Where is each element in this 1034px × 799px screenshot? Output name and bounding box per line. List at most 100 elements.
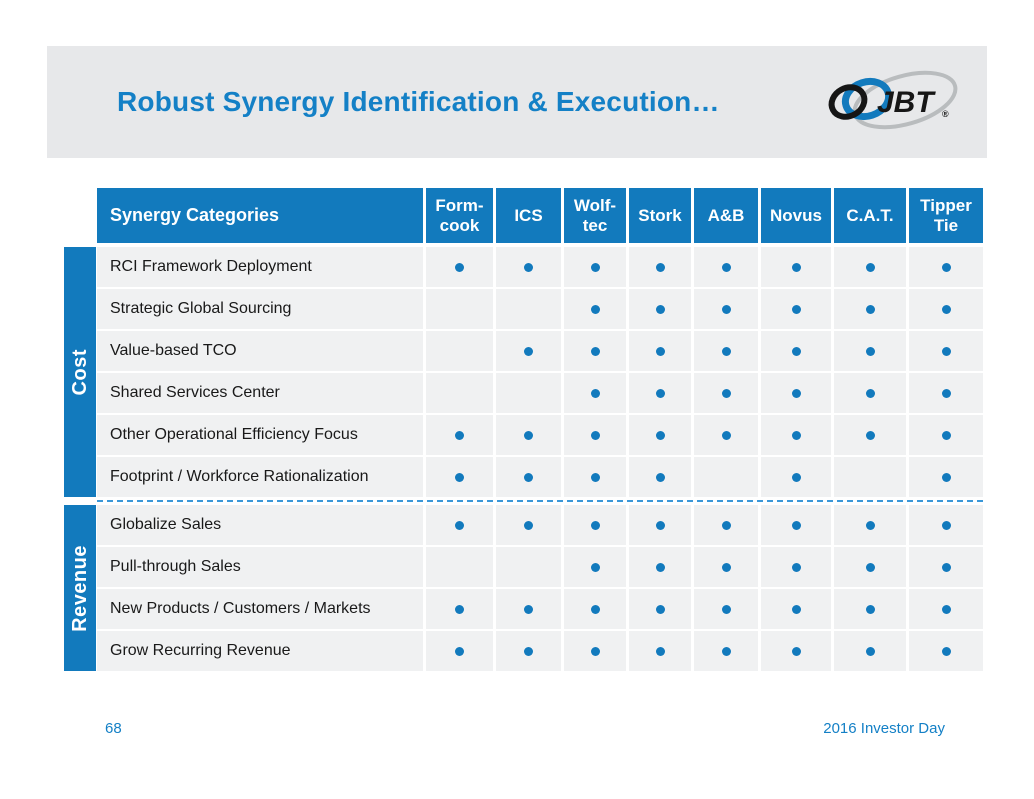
dot-cell — [564, 505, 626, 545]
dot-cell — [496, 589, 561, 629]
dot-icon — [865, 388, 875, 398]
section-label-cost: Cost — [68, 348, 91, 396]
dot-icon — [941, 472, 951, 482]
empty-cell — [496, 373, 561, 413]
dot-cell — [761, 289, 831, 329]
dot-cell — [629, 457, 691, 497]
dot-cell — [629, 505, 691, 545]
category-cell: Globalize Sales — [97, 505, 423, 545]
dot-cell — [629, 373, 691, 413]
dot-icon — [791, 262, 801, 272]
dot-cell — [909, 247, 983, 287]
dot-cell — [629, 289, 691, 329]
dot-cell — [694, 289, 758, 329]
category-cell: RCI Framework Deployment — [97, 247, 423, 287]
dot-cell — [564, 457, 626, 497]
empty-cell — [426, 331, 493, 371]
jbt-logo-text: JBT — [877, 86, 936, 119]
dot-cell — [761, 547, 831, 587]
dot-icon — [655, 472, 665, 482]
dot-cell — [834, 331, 906, 371]
empty-cell — [496, 289, 561, 329]
dot-cell — [694, 415, 758, 455]
jbt-logo-mark: ® — [942, 109, 949, 119]
dot-icon — [721, 520, 731, 530]
dot-icon — [655, 346, 665, 356]
category-cell: Pull-through Sales — [97, 547, 423, 587]
dot-cell — [496, 247, 561, 287]
section-label-revenue: Revenue — [68, 544, 91, 632]
dot-icon — [721, 388, 731, 398]
dot-icon — [941, 430, 951, 440]
column-header-wolf-tec: Wolf-tec — [564, 188, 626, 243]
dot-icon — [524, 430, 533, 440]
category-cell: Other Operational Efficiency Focus — [97, 415, 423, 455]
category-cell: Value-based TCO — [97, 331, 423, 371]
column-header-ics: ICS — [496, 188, 561, 243]
dot-icon — [721, 646, 731, 656]
dot-icon — [791, 472, 801, 482]
dot-icon — [791, 388, 801, 398]
dot-cell — [694, 373, 758, 413]
dot-icon — [590, 304, 600, 314]
category-cell: Shared Services Center — [97, 373, 423, 413]
dot-cell — [564, 547, 626, 587]
empty-cell — [834, 457, 906, 497]
dot-cell — [909, 505, 983, 545]
header-band: Robust Synergy Identification & Executio… — [47, 46, 987, 158]
dot-icon — [941, 346, 951, 356]
column-header-novus: Novus — [761, 188, 831, 243]
dot-icon — [590, 562, 600, 572]
dot-cell — [761, 415, 831, 455]
dot-icon — [865, 604, 875, 614]
dot-cell — [834, 505, 906, 545]
dot-icon — [524, 346, 533, 356]
dot-cell — [909, 331, 983, 371]
table-header-row: Synergy Categories Form-cook ICS Wolf-tec St… — [97, 188, 983, 243]
dot-cell — [761, 631, 831, 671]
dot-icon — [524, 520, 533, 530]
dot-icon — [524, 646, 533, 656]
dot-icon — [865, 346, 875, 356]
dot-icon — [791, 646, 801, 656]
column-header-stork: Stork — [629, 188, 691, 243]
dot-cell — [564, 373, 626, 413]
dot-cell — [629, 247, 691, 287]
dot-cell — [629, 589, 691, 629]
category-cell: New Products / Customers / Markets — [97, 589, 423, 629]
dot-cell — [761, 589, 831, 629]
empty-cell — [426, 373, 493, 413]
dot-cell — [834, 289, 906, 329]
dot-cell — [909, 589, 983, 629]
dot-icon — [455, 646, 464, 656]
dot-cell — [564, 289, 626, 329]
dot-icon — [791, 430, 801, 440]
dot-cell — [834, 373, 906, 413]
dot-icon — [455, 430, 464, 440]
dot-icon — [455, 472, 464, 482]
column-header-tipper-tie: Tipper Tie — [909, 188, 983, 243]
page-number: 68 — [105, 720, 122, 737]
dot-cell — [761, 505, 831, 545]
dot-icon — [791, 346, 801, 356]
dot-cell — [564, 589, 626, 629]
dot-cell — [909, 289, 983, 329]
dot-cell — [564, 415, 626, 455]
dot-cell — [564, 631, 626, 671]
dot-cell — [694, 505, 758, 545]
dot-cell — [629, 331, 691, 371]
dot-icon — [941, 562, 951, 572]
dot-icon — [455, 262, 464, 272]
section-bar-revenue: Revenue — [64, 505, 96, 671]
dot-icon — [941, 520, 951, 530]
dot-icon — [791, 520, 801, 530]
category-cell: Strategic Global Sourcing — [97, 289, 423, 329]
footer-label: 2016 Investor Day — [823, 720, 945, 737]
dot-cell — [564, 247, 626, 287]
dot-cell — [909, 547, 983, 587]
dot-cell — [761, 457, 831, 497]
dot-icon — [655, 388, 665, 398]
dot-icon — [941, 646, 951, 656]
dot-icon — [865, 262, 875, 272]
